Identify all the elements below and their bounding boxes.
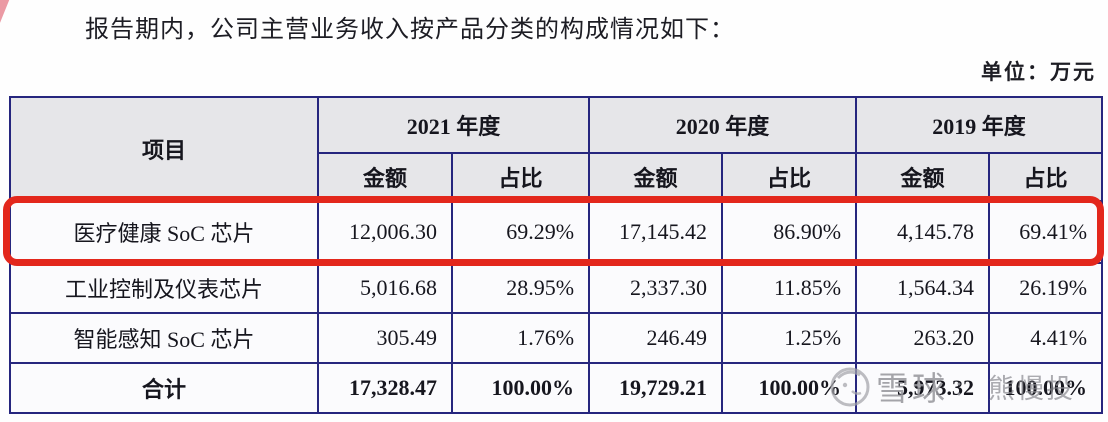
revenue-by-product-table: 项目 2021 年度 2020 年度 2019 年度 金额 占比 金额 占比 金… [9,96,1104,414]
column-header-ratio-2019: 占比 [988,152,1104,202]
cell-2020-amount: 246.49 [588,312,724,364]
cell-2021-ratio: 28.95% [450,262,591,314]
cropped-red-corner-decoration [0,0,14,48]
cell-2021-amount: 5,016.68 [317,262,453,314]
cell-2019-amount: 5,973.32 [855,362,991,414]
row-item-label: 智能感知 SoC 芯片 [9,312,319,364]
table-header-measures-row: 金额 占比 金额 占比 金额 占比 [10,152,1104,202]
cell-2019-ratio: 26.19% [988,262,1104,314]
cell-2020-amount: 2,337.30 [588,262,724,314]
cell-2021-amount: 305.49 [317,312,453,364]
cell-2019-amount: 263.20 [855,312,991,364]
column-header-year-2019: 2019 年度 [855,96,1104,154]
cell-2021-ratio: 100.00% [450,362,591,414]
column-header-year-2021: 2021 年度 [316,96,591,154]
unit-label: 单位：万元 [981,60,1096,84]
cell-2019-ratio: 100.00% [988,362,1104,414]
table-row-medical-soc: 医疗健康 SoC 芯片 12,006.30 69.29% 17,145.42 8… [9,200,1104,264]
cell-2021-amount: 17,328.47 [317,362,453,414]
table-header-years-row: 项目 2021 年度 2020 年度 2019 年度 [9,96,1104,202]
cell-2019-ratio: 4.41% [988,312,1104,364]
cell-2019-amount: 1,564.34 [855,262,991,314]
cell-2021-amount: 12,006.30 [317,200,453,264]
cell-2020-ratio: 11.85% [721,262,858,314]
column-header-item: 项目 [9,96,319,202]
row-item-label: 合计 [9,362,319,414]
column-header-amount-2021: 金额 [317,152,453,202]
cell-2021-ratio: 1.76% [450,312,591,364]
intro-paragraph: 报告期内，公司主营业务收入按产品分类的构成情况如下： [85,17,735,43]
cell-2020-ratio: 1.25% [721,312,858,364]
table-row-industrial-control: 工业控制及仪表芯片 5,016.68 28.95% 2,337.30 11.85… [9,262,1104,314]
row-item-label: 工业控制及仪表芯片 [9,262,319,314]
table-row-smart-sensing-soc: 智能感知 SoC 芯片 305.49 1.76% 246.49 1.25% 26… [9,312,1104,364]
cell-2020-ratio: 86.90% [721,200,858,264]
column-header-amount-2020: 金额 [588,152,724,202]
cell-2020-ratio: 100.00% [721,362,858,414]
column-header-ratio-2020: 占比 [721,152,858,202]
table-row-total: 合计 17,328.47 100.00% 19,729.21 100.00% 5… [9,362,1104,414]
cell-2021-ratio: 69.29% [450,200,591,264]
cell-2019-amount: 4,145.78 [855,200,991,264]
column-header-year-2020: 2020 年度 [588,96,858,154]
column-header-amount-2019: 金额 [855,152,991,202]
row-item-label: 医疗健康 SoC 芯片 [9,200,319,264]
cell-2019-ratio: 69.41% [988,200,1104,264]
column-header-ratio-2021: 占比 [450,152,591,202]
cell-2020-amount: 19,729.21 [588,362,724,414]
cell-2020-amount: 17,145.42 [588,200,724,264]
